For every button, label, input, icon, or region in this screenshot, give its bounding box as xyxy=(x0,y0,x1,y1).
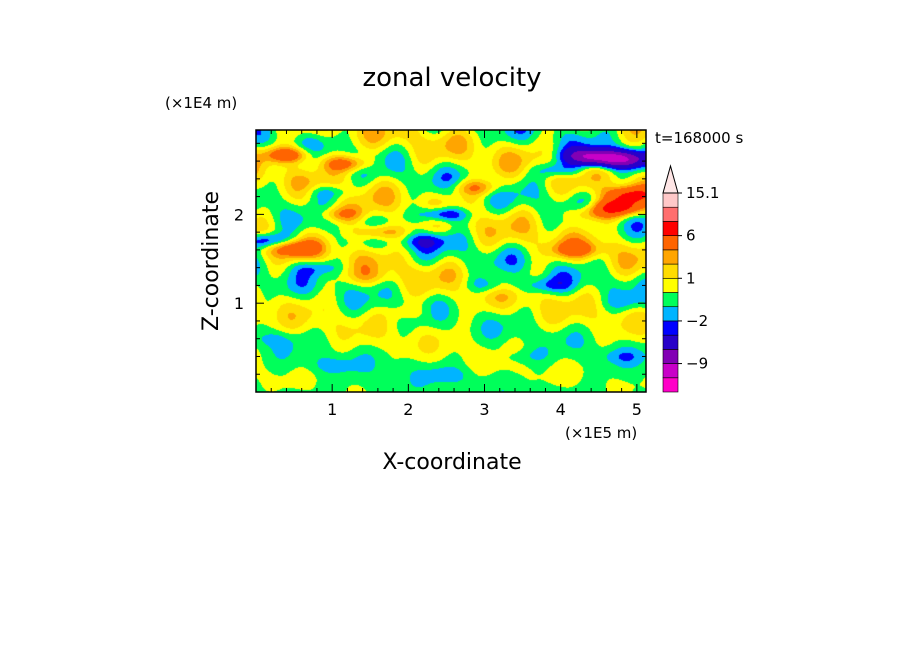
x-tick-label: 1 xyxy=(327,400,337,419)
y-tick-label: 2 xyxy=(234,205,244,224)
colorbar-box xyxy=(662,206,679,222)
colorbar-box xyxy=(662,292,679,308)
axis-ticks: 1 2 3 4 5 1 2 xyxy=(234,130,646,419)
colorbar-box xyxy=(662,349,679,364)
plot-frame xyxy=(255,129,647,393)
plot-area: 1 2 3 4 5 1 2 xyxy=(234,129,647,419)
colorbar-box xyxy=(662,277,679,293)
y-unit-label: (×1E4 m) xyxy=(165,94,237,112)
colorbar-box xyxy=(662,320,679,336)
colorbar-label: −2 xyxy=(686,312,708,330)
colorbar-box xyxy=(662,306,679,322)
colorbar-box xyxy=(662,221,679,236)
colorbar: 15.1 6 1 −2 −9 xyxy=(662,164,719,393)
x-tick-label: 5 xyxy=(632,400,642,419)
colorbar-box xyxy=(662,235,679,251)
colorbar-box xyxy=(662,263,679,279)
colorbar-extend-arrow xyxy=(662,164,679,194)
x-tick-label: 2 xyxy=(403,400,413,419)
colorbar-label: 6 xyxy=(686,227,696,245)
colorbar-box xyxy=(662,363,679,379)
colorbar-box xyxy=(662,334,679,350)
x-tick-label: 4 xyxy=(556,400,566,419)
y-axis-title: Z-coordinate xyxy=(199,191,224,331)
time-label: t=168000 s xyxy=(655,129,743,147)
x-unit-label: (×1E5 m) xyxy=(565,424,637,442)
chart-title: zonal velocity xyxy=(362,63,541,93)
velocity-contour-field xyxy=(256,130,646,392)
colorbar-box xyxy=(662,192,679,208)
colorbar-label: 1 xyxy=(686,269,696,287)
colorbar-label: 15.1 xyxy=(686,184,719,202)
y-tick-label: 1 xyxy=(234,294,244,313)
colorbar-box xyxy=(662,377,679,393)
colorbar-label: −9 xyxy=(686,355,708,373)
colorbar-box xyxy=(662,249,679,265)
x-axis-title: X-coordinate xyxy=(382,450,521,475)
x-tick-label: 3 xyxy=(479,400,489,419)
